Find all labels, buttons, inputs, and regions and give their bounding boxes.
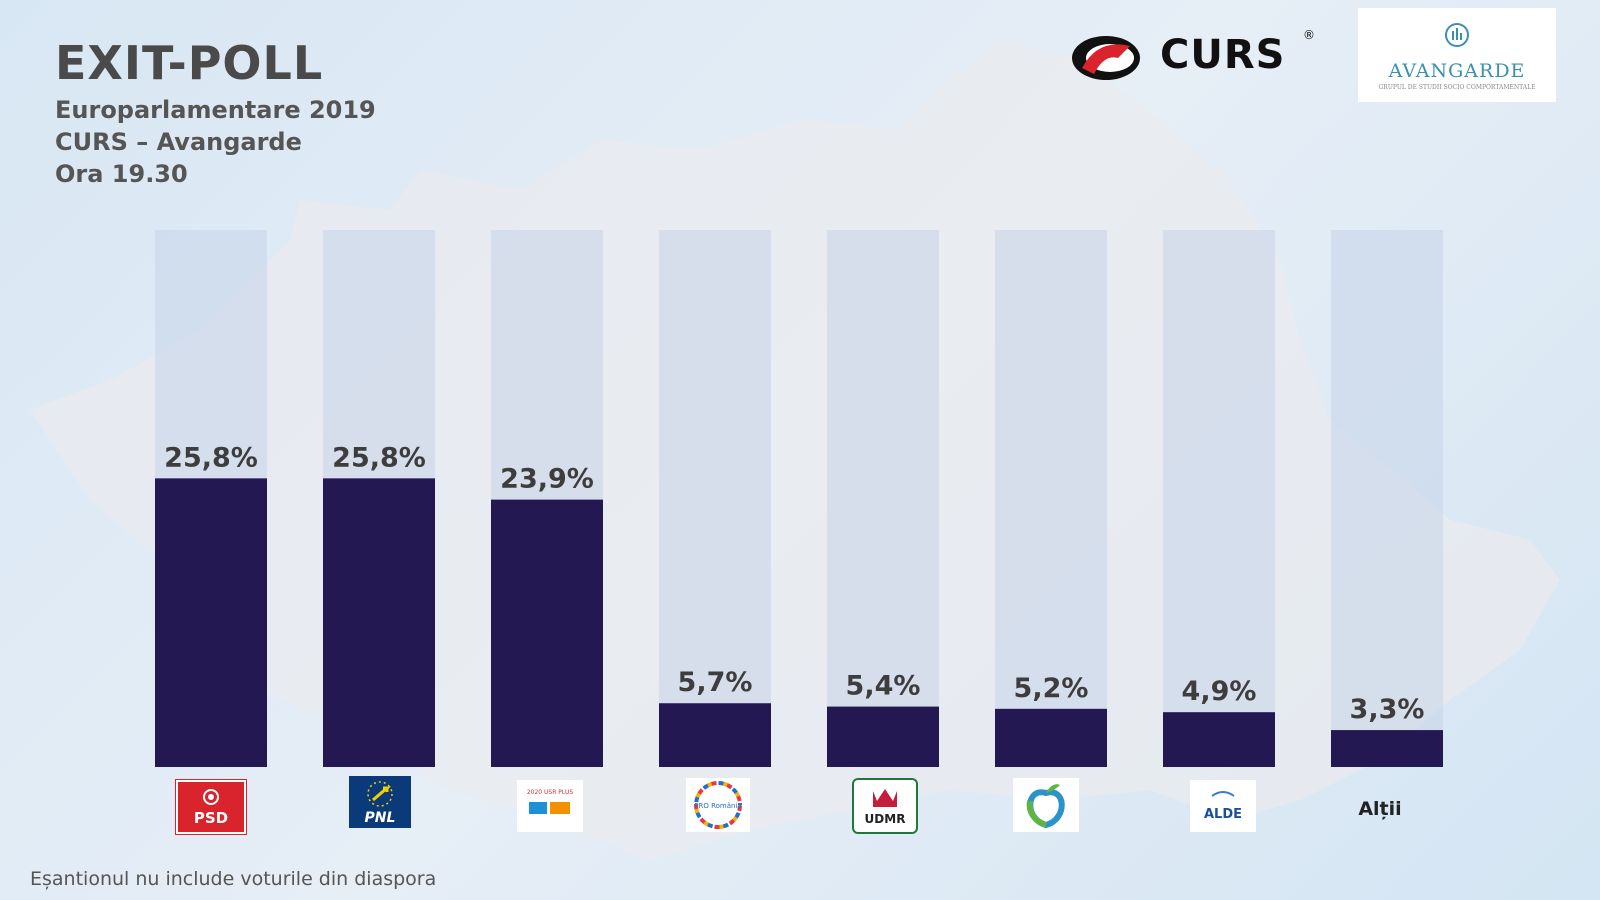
bar-track [995, 230, 1107, 767]
pro-romania-logo: PRO România [686, 778, 750, 832]
bar-value-label: 4,9% [1182, 676, 1257, 707]
pnl-logo: PNL [349, 776, 411, 828]
usr-plus-logo-text: 2020 USR PLUS [527, 789, 574, 796]
subtitle-pollsters: CURS – Avangarde [55, 128, 302, 156]
rose-icon: PSD [194, 789, 228, 827]
alde-icon: ALDE [1204, 791, 1242, 822]
tulip-icon: UDMR [865, 789, 906, 826]
curs-registered-mark: ® [1303, 28, 1315, 42]
bar-track [659, 230, 771, 767]
bar [995, 708, 1107, 767]
curs-logo-icon [1072, 36, 1140, 80]
bar [155, 478, 267, 767]
alde-logo-text: ALDE [1204, 807, 1242, 822]
bar [323, 478, 435, 767]
pnl-logo-text: PNL [365, 810, 396, 826]
bar-track [1163, 230, 1275, 767]
bar [827, 706, 939, 767]
psd-logo: PSD [176, 780, 246, 834]
bar-value-label: 5,4% [846, 671, 921, 702]
alde-logo: ALDE [1190, 780, 1256, 832]
curs-logo-text: CURS [1160, 32, 1286, 78]
avangarde-subtext: GRUPUL DE STUDII SOCIO COMPORTAMENTALE [1378, 84, 1536, 91]
bar [1331, 730, 1443, 767]
bar-track [827, 230, 939, 767]
page-title: EXIT-POLL [55, 36, 324, 90]
altii-label: Alții [1358, 798, 1402, 820]
pmp-logo [1013, 778, 1079, 832]
psd-logo-text: PSD [194, 809, 228, 827]
bar-value-label: 5,2% [1014, 673, 1089, 704]
avangarde-logo: AVANGARDE GRUPUL DE STUDII SOCIO COMPORT… [1358, 8, 1556, 102]
bar [1163, 712, 1275, 767]
pro-romania-icon: PRO România [694, 781, 742, 829]
usr-plus-logo: 2020 USR PLUS [517, 780, 583, 832]
bar-track [1331, 230, 1443, 767]
subtitle-election: Europarlamentare 2019 [55, 96, 376, 124]
udmr-logo-text: UDMR [865, 812, 906, 826]
subtitle-time: Ora 19.30 [55, 160, 188, 188]
bar [659, 703, 771, 767]
apple-icon [1026, 784, 1065, 829]
bar-value-label: 25,8% [332, 442, 426, 473]
pnl-arrow-icon: PNL [365, 781, 396, 826]
bar-value-label: 23,9% [500, 464, 594, 495]
footer-note: Eșantionul nu include voturile din diasp… [30, 868, 437, 890]
avangarde-text: AVANGARDE [1388, 60, 1526, 82]
udmr-logo: UDMR [852, 778, 918, 834]
bar-value-label: 25,8% [164, 442, 258, 473]
bar [491, 499, 603, 767]
bar-value-label: 3,3% [1350, 694, 1425, 725]
pro-romania-logo-text: PRO România [694, 802, 741, 810]
avangarde-icon [1445, 23, 1469, 47]
bar-value-label: 5,7% [678, 667, 753, 698]
usr-plus-icon: 2020 USR PLUS [527, 789, 574, 814]
